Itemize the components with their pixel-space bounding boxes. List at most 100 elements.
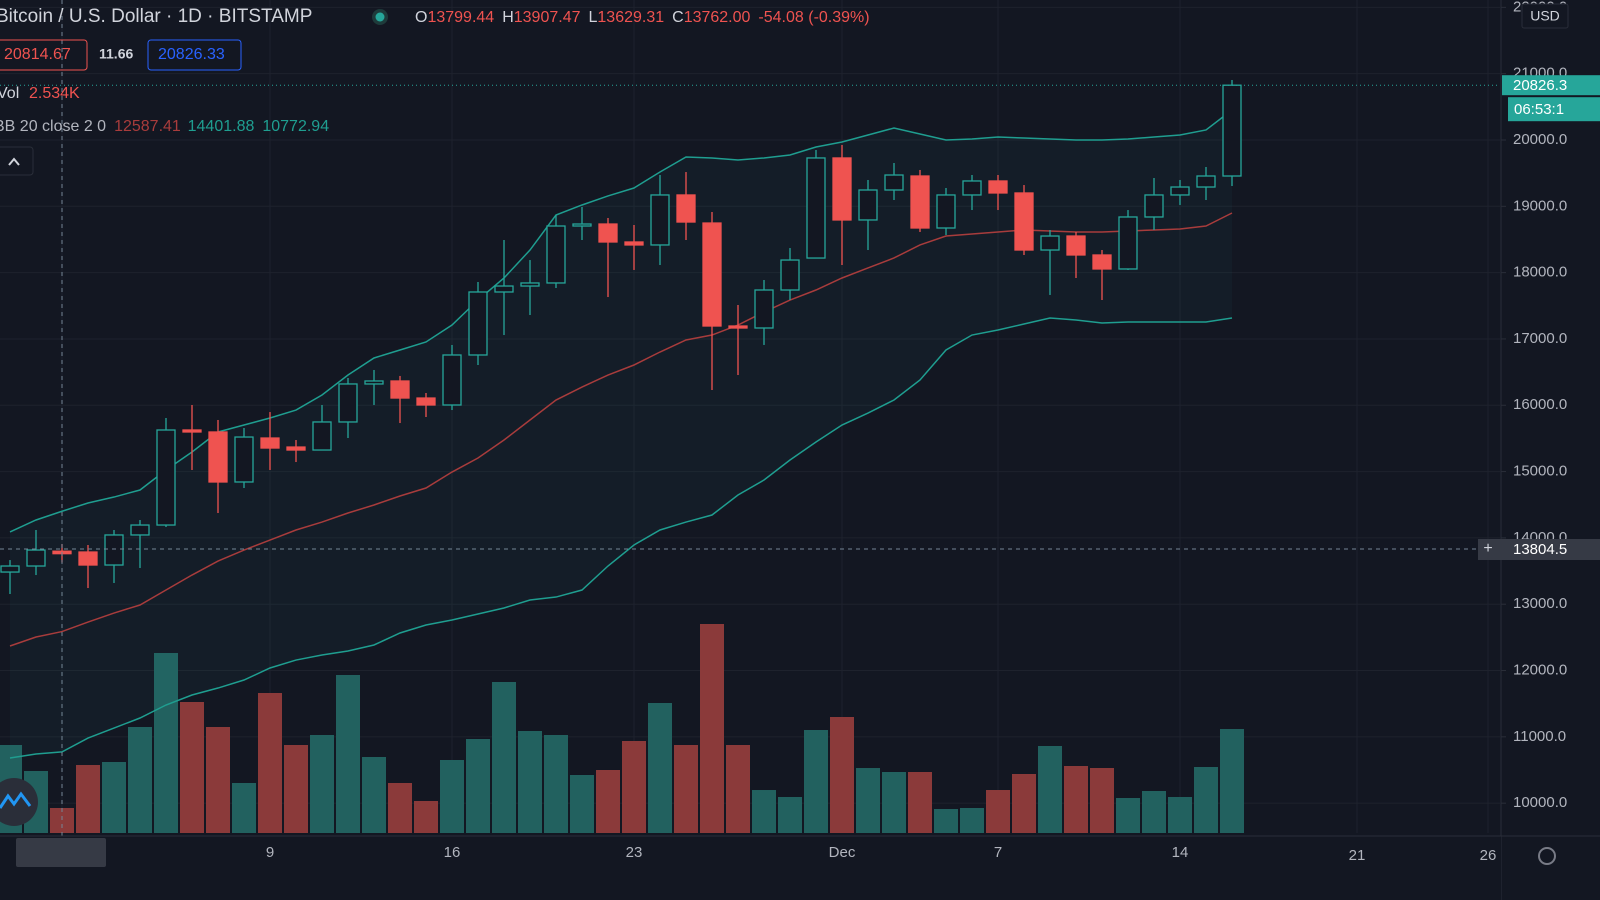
volume-bar [830, 716, 854, 833]
volume-bar [388, 782, 412, 833]
volume-bar [674, 744, 698, 833]
volume-bar [1220, 729, 1244, 833]
volume-bar [648, 702, 672, 833]
bollinger-line [9, 317, 1233, 759]
candle-body [572, 223, 592, 227]
logo[interactable] [0, 778, 38, 826]
candle-body [104, 534, 124, 566]
plot [0, 79, 1500, 833]
buy-button[interactable] [147, 39, 242, 71]
volume-bar [596, 769, 620, 833]
candle-body [208, 431, 228, 483]
volume-bar [908, 771, 932, 833]
candle-body [182, 429, 202, 433]
y-tick-label: 15000.0 [1513, 463, 1567, 480]
y-tick-label: 20000.0 [1513, 131, 1567, 148]
settings-icon[interactable] [1538, 847, 1556, 865]
gear[interactable] [1538, 847, 1556, 865]
candle-body [130, 524, 150, 536]
logo-icon [0, 791, 32, 809]
candle-body [286, 446, 306, 451]
candle-body [312, 421, 332, 451]
ohlc-legend: O13799.44 H13907.47 L13629.31 C13762.00 -54.… [415, 9, 870, 26]
candle-body [1066, 235, 1086, 256]
crosshair-plus[interactable]: + [1483, 540, 1492, 557]
candle-body [364, 380, 384, 385]
candle-body [754, 289, 774, 329]
currency-box[interactable] [1521, 3, 1569, 29]
volume-bar [986, 790, 1010, 833]
volume-bar [570, 774, 594, 833]
volume-bar [544, 735, 568, 833]
volume-bar [1090, 768, 1114, 833]
candle-body [1118, 216, 1138, 270]
buy-price: 20826.33 [158, 46, 225, 63]
ohlc-change: -54.08 (-0.39%) [758, 9, 869, 26]
candle-body [624, 241, 644, 246]
candle-body [650, 194, 670, 246]
volume-bar [102, 761, 126, 833]
ohlc-value: 13629.31 [597, 9, 664, 26]
volume-bar [856, 768, 880, 833]
volume-bar [752, 790, 776, 833]
volume-bar [440, 760, 464, 833]
candle-body [728, 325, 748, 329]
crosshair-price: 13804.5 [1513, 541, 1567, 558]
volume-bar [232, 782, 256, 833]
x-tick-label: 16 [444, 844, 461, 861]
candle-body [1196, 175, 1216, 188]
candle-body [1040, 235, 1060, 251]
candle-body [416, 397, 436, 406]
time-axis [0, 836, 1501, 900]
ohlc-letter: C [672, 9, 684, 26]
price-tags: 20826.3 06:53:1 [1502, 75, 1600, 122]
x-tick-label: 21 [1349, 847, 1366, 864]
volume-bar [284, 744, 308, 833]
candle-body [0, 565, 20, 573]
chevron-icon [8, 157, 20, 166]
x-tick-label: 7 [994, 844, 1002, 861]
candle-body [1092, 254, 1112, 270]
ohlc-letter: L [588, 9, 597, 26]
sell-button[interactable] [0, 39, 88, 71]
y-tick-label: 11000.0 [1513, 728, 1566, 745]
candle-body [936, 194, 956, 229]
volume-bar [882, 771, 906, 833]
candle-body [546, 225, 566, 284]
y-tick-label: 19000.0 [1513, 197, 1567, 214]
candle-body [858, 189, 878, 221]
candle-body [884, 174, 904, 191]
countdown: 06:53:1 [1514, 101, 1564, 118]
x-tick-label: 14 [1172, 844, 1189, 861]
spread: 11.66 [99, 46, 133, 62]
bollinger-value: 14401.88 [188, 118, 255, 135]
ohlc-letter: H [502, 9, 514, 26]
volume-bar [154, 652, 178, 833]
y-tick-label: 13000.0 [1513, 595, 1567, 612]
candle-body [962, 180, 982, 196]
candle-body [260, 437, 280, 449]
candle-body [780, 259, 800, 291]
volume-bar [622, 741, 646, 833]
candle-body [494, 285, 514, 293]
ohlc-value: 13762.00 [684, 9, 751, 26]
volume-bar [310, 735, 334, 833]
y-tick-label: 16000.0 [1513, 396, 1567, 413]
market-status-dot[interactable] [375, 12, 385, 22]
candle-body [520, 282, 540, 287]
candle-body [156, 429, 176, 526]
candle-body [1014, 192, 1034, 251]
volume-bar [128, 727, 152, 833]
volume-bar [1116, 797, 1140, 833]
candle-body [806, 157, 826, 259]
y-tick-label: 10000.0 [1513, 794, 1567, 811]
y-tick-label: 17000.0 [1513, 330, 1567, 347]
volume-bar [1194, 766, 1218, 833]
x-tick-label: Dec [829, 844, 856, 861]
candle-body [676, 194, 696, 223]
crosshair-price-tag [1478, 539, 1600, 560]
last-price-tag [1502, 75, 1600, 96]
bollinger-value: 12587.41 [114, 118, 181, 135]
volume-bar [50, 807, 74, 833]
